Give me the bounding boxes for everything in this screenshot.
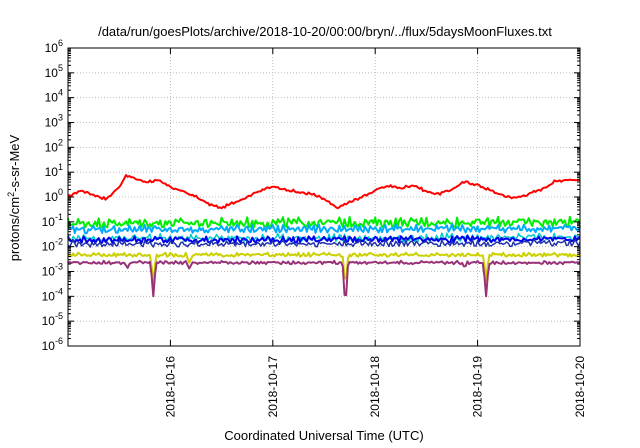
y-tick-label: 103 [45,113,63,130]
y-tick-base: 10 [45,66,59,80]
y-tick-label: 102 [45,137,63,154]
chart-title: /data/run/goesPlots/archive/2018-10-20/0… [98,24,552,39]
y-axis-label-base: protons/cm [7,197,22,261]
y-tick-base: 10 [45,165,59,179]
x-tick-label: 2018-10-18 [368,356,382,418]
y-tick-base: 10 [42,240,56,254]
y-tick-base: 10 [42,339,56,353]
x-axis-label: Coordinated Universal Time (UTC) [224,428,423,443]
series-line-8 [67,259,581,298]
y-tick-base: 10 [42,314,56,328]
y-tick-label: 10-3 [42,262,63,279]
y-tick-label: 10-6 [42,336,63,353]
series-line-6 [67,238,581,248]
series-line-5 [67,234,581,245]
y-tick-exp: -6 [55,336,63,346]
y-tick-label: 100 [45,187,63,204]
x-tick-label: 2018-10-16 [163,356,177,418]
y-tick-label: 10-5 [42,311,63,328]
y-tick-labels: 10-610-510-410-310-210-11001011021031041… [42,38,63,353]
y-tick-base: 10 [45,140,59,154]
y-tick-exp: 2 [58,137,63,147]
y-tick-label: 104 [45,88,63,105]
y-axis-label-sup: 2 [6,192,16,197]
y-tick-base: 10 [42,215,56,229]
y-tick-exp: 0 [58,187,63,197]
x-tick-labels: 2018-10-16 2018-10-17 2018-10-18 2018-10-19… [163,356,587,418]
y-tick-base: 10 [42,289,56,303]
y-tick-label: 101 [45,162,63,179]
y-tick-exp: -4 [55,286,63,296]
series-line-3 [67,223,581,235]
series-line-2 [67,215,581,229]
y-tick-label: 10-1 [42,212,63,229]
y-tick-base: 10 [42,265,56,279]
y-tick-label: 10-2 [42,237,63,254]
y-tick-exp: -5 [55,311,63,321]
y-tick-exp: -3 [55,262,63,272]
y-tick-exp: 6 [58,38,63,48]
y-tick-label: 10-4 [42,286,63,303]
y-tick-exp: -2 [55,237,63,247]
axis-ticks [68,47,581,347]
x-tick-label: 2018-10-20 [573,356,587,418]
y-tick-exp: 3 [58,113,63,123]
y-tick-exp: -1 [55,212,63,222]
y-tick-base: 10 [45,41,59,55]
x-tick-label: 2018-10-19 [471,356,485,418]
y-tick-base: 10 [45,91,59,105]
y-tick-base: 10 [45,190,59,204]
series-line-1 [67,174,581,210]
y-tick-label: 106 [45,38,63,55]
y-tick-exp: 5 [58,63,63,73]
y-axis-label: protons/cm2-s-sr-MeV [6,134,22,261]
y-tick-label: 105 [45,63,63,80]
y-axis-label-rest: -s-sr-MeV [7,134,22,191]
y-tick-base: 10 [45,116,59,130]
x-tick-label: 2018-10-17 [266,356,280,418]
y-tick-exp: 1 [58,162,63,172]
series-layer [67,174,581,298]
y-tick-exp: 4 [58,88,63,98]
